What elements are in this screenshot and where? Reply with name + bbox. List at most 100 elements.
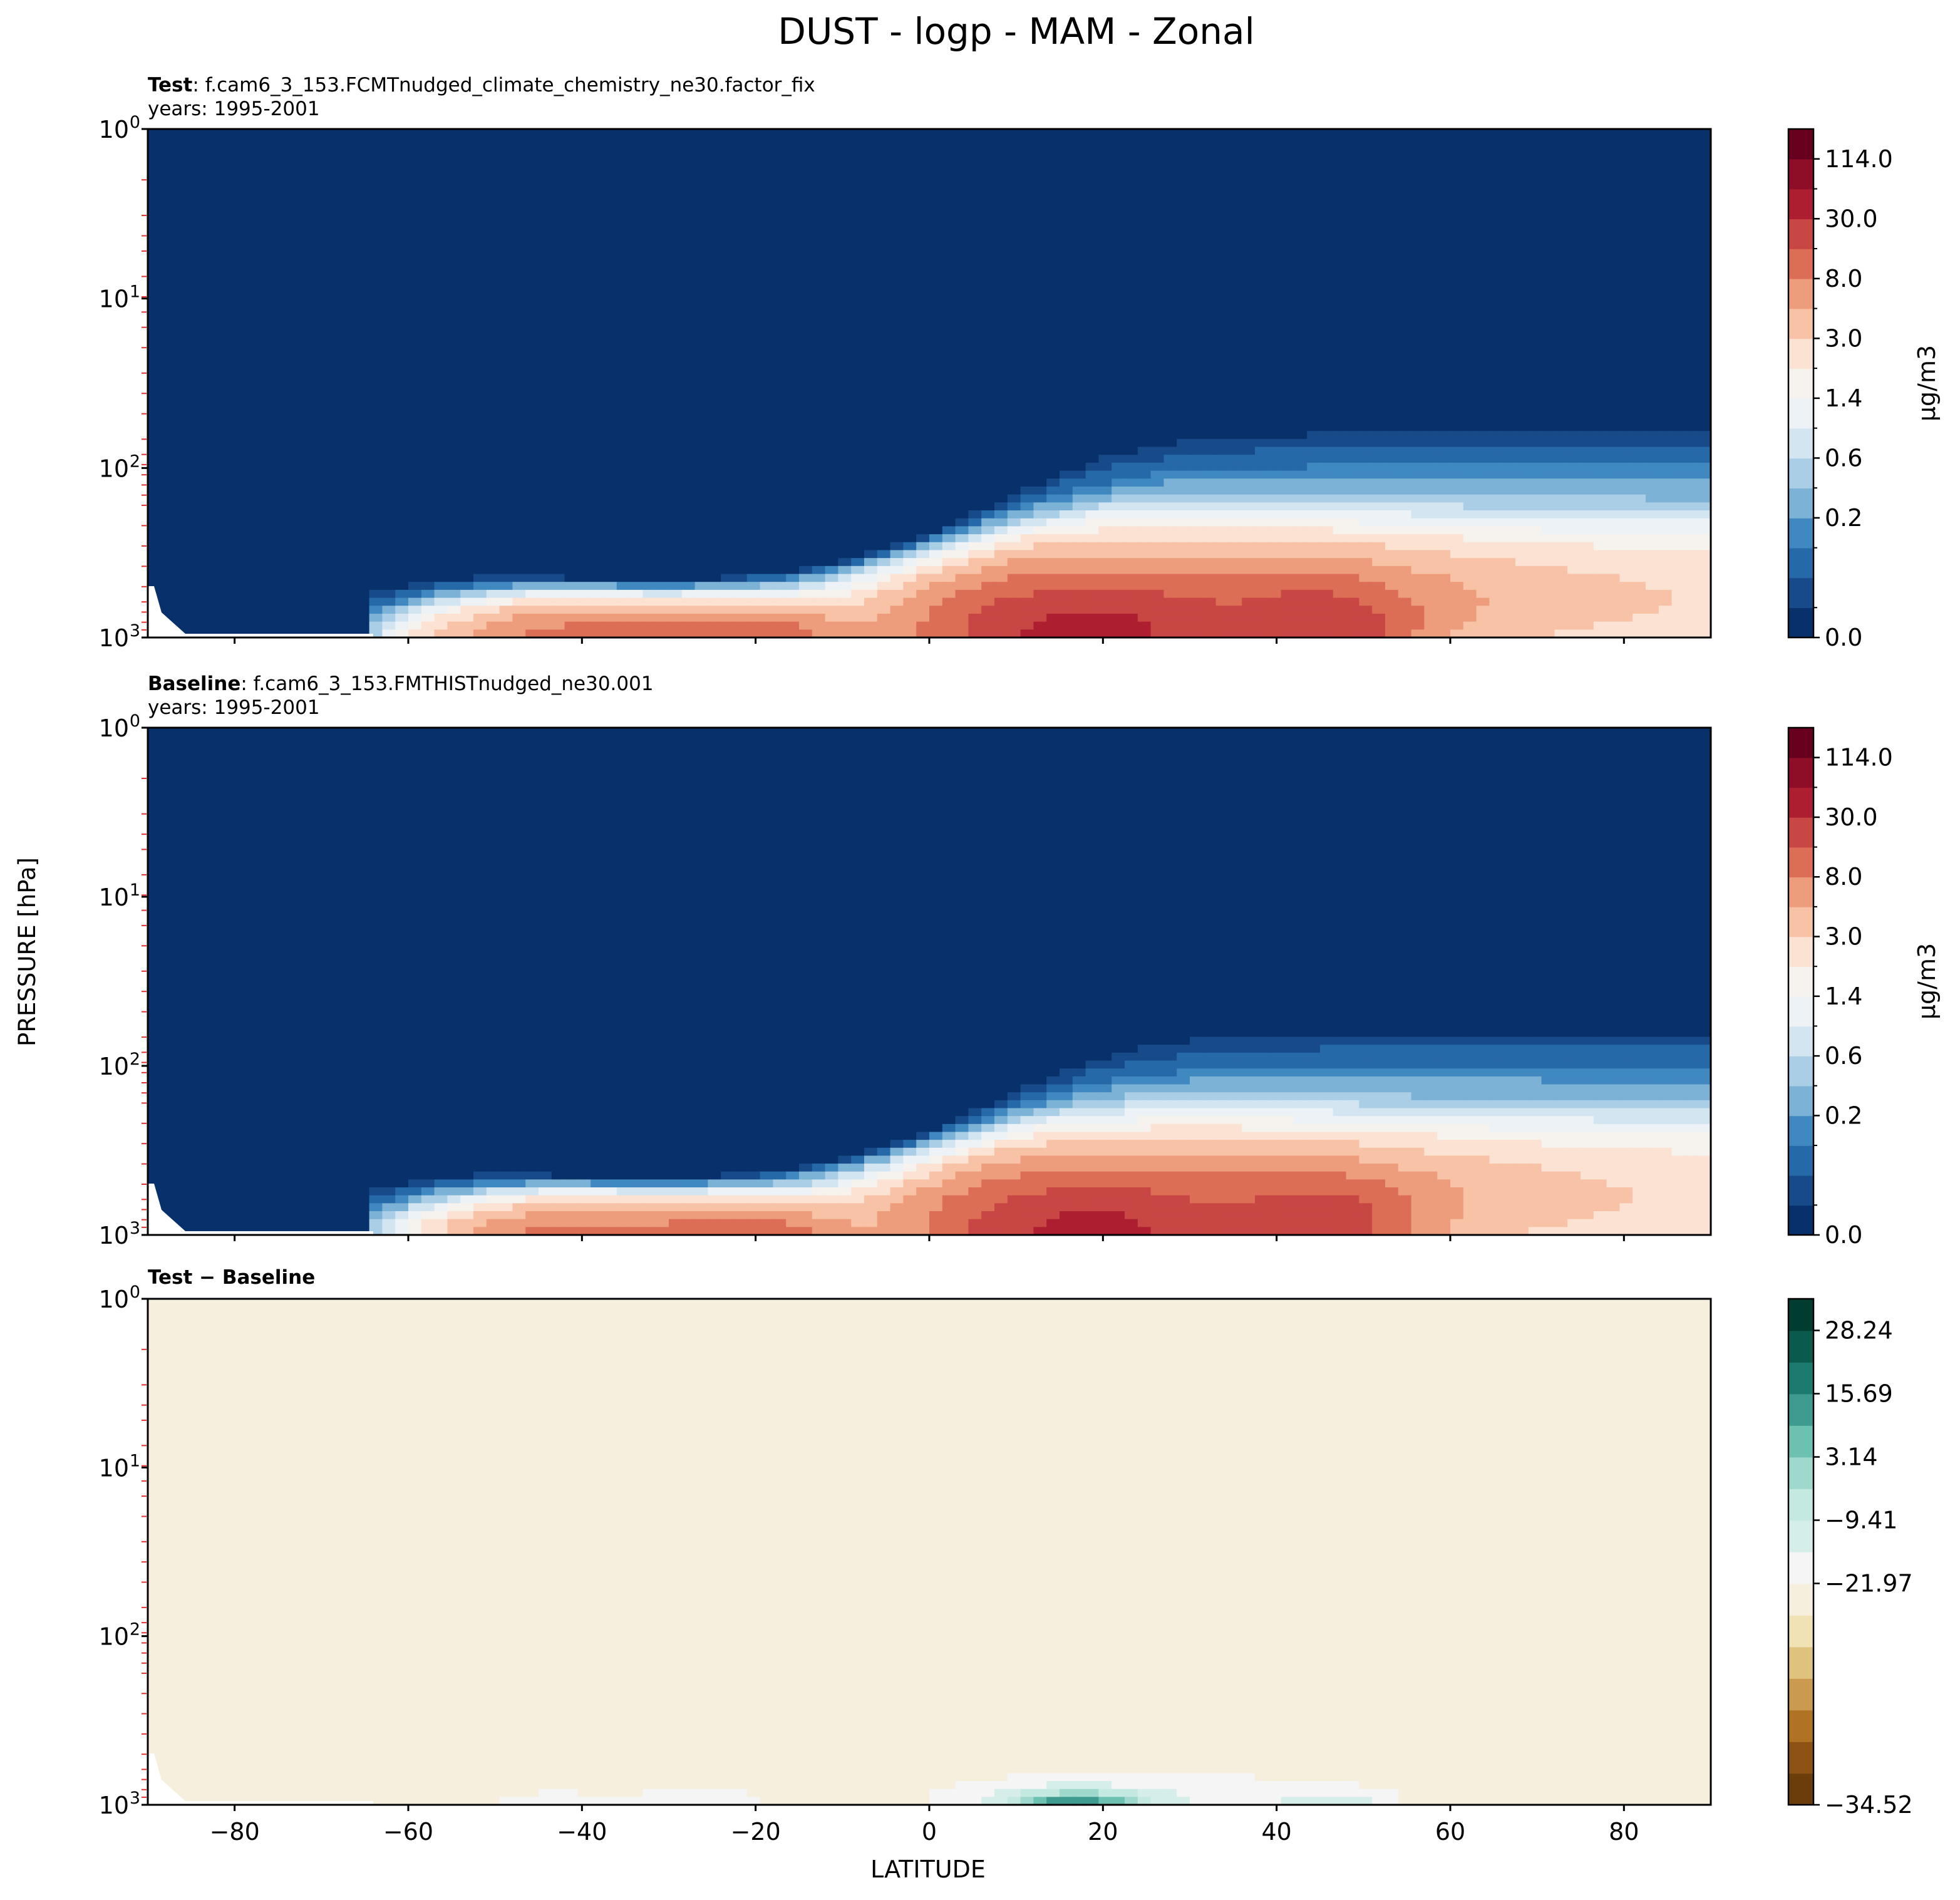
heatmap-cell	[916, 447, 929, 455]
heatmap-cell	[343, 351, 356, 359]
heatmap-cell	[174, 328, 187, 336]
heatmap-cell	[1098, 447, 1112, 455]
heatmap-cell	[916, 217, 929, 225]
heatmap-cell	[721, 200, 734, 209]
heatmap-cell	[1659, 256, 1672, 264]
heatmap-cell	[512, 240, 525, 249]
heatmap-cell	[851, 272, 864, 280]
heatmap-cell	[1151, 272, 1164, 280]
heatmap-cell	[734, 145, 747, 153]
heatmap-cell	[747, 217, 760, 225]
heatmap-cell	[1086, 368, 1099, 376]
heatmap-cell	[1619, 200, 1632, 209]
heatmap-cell	[213, 415, 226, 423]
heatmap-cell	[577, 368, 591, 376]
heatmap-cell	[1502, 447, 1515, 455]
heatmap-cell	[369, 168, 383, 177]
heatmap-cell	[1294, 399, 1307, 407]
heatmap-cell	[1268, 248, 1281, 256]
heatmap-cell	[838, 153, 851, 161]
heatmap-cell	[1021, 209, 1034, 217]
heatmap-cell	[656, 248, 669, 256]
heatmap-cell	[460, 193, 473, 201]
heatmap-cell	[1567, 280, 1581, 288]
heatmap-cell	[187, 391, 200, 400]
heatmap-cell	[1008, 209, 1021, 217]
heatmap-cell	[786, 439, 799, 447]
heatmap-cell	[851, 200, 864, 209]
heatmap-cell	[799, 145, 812, 153]
heatmap-cell	[213, 304, 226, 312]
heatmap-cell	[213, 248, 226, 256]
heatmap-cell	[617, 217, 630, 225]
heatmap-cell	[1581, 391, 1594, 400]
heatmap-cell	[1138, 423, 1151, 431]
heatmap-cell	[161, 177, 174, 185]
heatmap-cell	[1515, 217, 1529, 225]
heatmap-cell	[460, 168, 473, 177]
heatmap-cell	[1073, 200, 1086, 209]
heatmap-cell	[1216, 240, 1229, 249]
heatmap-cell	[617, 232, 630, 240]
heatmap-cell	[395, 431, 408, 439]
heatmap-cell	[1502, 193, 1515, 201]
heatmap-cell	[278, 264, 291, 272]
heatmap-cell	[721, 256, 734, 264]
heatmap-cell	[1542, 264, 1555, 272]
heatmap-cell	[577, 256, 591, 264]
heatmap-cell	[1450, 153, 1463, 161]
heatmap-cell	[1632, 232, 1646, 240]
heatmap-cell	[708, 248, 721, 256]
heatmap-cell	[1255, 264, 1268, 272]
heatmap-cell	[760, 423, 773, 431]
heatmap-cell	[525, 383, 539, 391]
heatmap-cell	[369, 336, 383, 344]
heatmap-cell	[1033, 280, 1046, 288]
heatmap-cell	[460, 383, 473, 391]
heatmap-cell	[487, 168, 500, 177]
heatmap-cell	[1463, 336, 1477, 344]
heatmap-cell	[239, 161, 252, 169]
heatmap-cell	[1463, 375, 1477, 383]
heatmap-cell	[187, 375, 200, 383]
heatmap-cell	[1398, 185, 1411, 193]
heatmap-cell	[421, 320, 435, 328]
heatmap-cell	[278, 320, 291, 328]
heatmap-cell	[356, 312, 369, 320]
heatmap-cell	[708, 296, 721, 304]
heatmap-cell	[512, 415, 525, 423]
heatmap-cell	[864, 264, 877, 272]
heatmap-cell	[1594, 161, 1607, 169]
heatmap-cell	[356, 240, 369, 249]
heatmap-cell	[447, 407, 460, 415]
heatmap-cell	[851, 399, 864, 407]
heatmap-cell	[1607, 328, 1620, 336]
heatmap-cell	[1086, 296, 1099, 304]
heatmap-cell	[877, 407, 890, 415]
heatmap-cell	[916, 320, 929, 328]
heatmap-cell	[265, 399, 278, 407]
heatmap-cell	[799, 288, 812, 296]
heatmap-cell	[1112, 264, 1125, 272]
heatmap-cell	[994, 248, 1008, 256]
heatmap-cell	[708, 161, 721, 169]
heatmap-cell	[1529, 415, 1542, 423]
heatmap-cell	[317, 407, 330, 415]
heatmap-cell	[1581, 168, 1594, 177]
heatmap-cell	[1515, 399, 1529, 407]
heatmap-cell	[695, 391, 708, 400]
heatmap-cell	[916, 328, 929, 336]
heatmap-cell	[604, 280, 617, 288]
heatmap-cell	[1698, 399, 1711, 407]
heatmap-cell	[1320, 248, 1333, 256]
heatmap-cell	[838, 200, 851, 209]
heatmap-cell	[1477, 351, 1490, 359]
heatmap-cell	[1411, 129, 1425, 137]
heatmap-cell	[642, 415, 656, 423]
heatmap-cell	[304, 200, 317, 209]
heatmap-cell	[1646, 383, 1659, 391]
heatmap-cell	[968, 328, 981, 336]
heatmap-cell	[1086, 153, 1099, 161]
heatmap-cell	[1320, 232, 1333, 240]
heatmap-cell	[1672, 248, 1685, 256]
